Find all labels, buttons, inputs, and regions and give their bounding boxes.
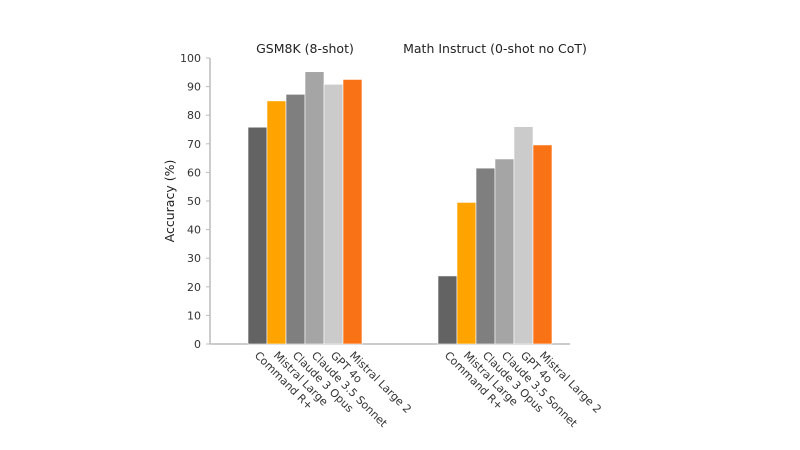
y-tick-label: 40 bbox=[187, 224, 201, 237]
bar bbox=[475, 167, 496, 345]
bar bbox=[247, 126, 268, 345]
group-title-math-instruct: Math Instruct (0-shot no CoT) bbox=[403, 41, 587, 56]
bar bbox=[323, 84, 344, 345]
bar bbox=[532, 144, 553, 345]
bar bbox=[513, 126, 534, 345]
bar bbox=[266, 100, 287, 345]
y-tick-label: 80 bbox=[187, 109, 201, 122]
y-tick-label: 0 bbox=[194, 338, 201, 351]
y-tick-label: 30 bbox=[187, 252, 201, 265]
bar bbox=[494, 158, 515, 345]
y-tick-label: 100 bbox=[180, 52, 201, 65]
bar bbox=[285, 94, 306, 345]
group-title-gsm8k: GSM8K (8-shot) bbox=[256, 41, 354, 56]
bar bbox=[304, 71, 325, 345]
y-tick-label: 60 bbox=[187, 166, 201, 179]
bar bbox=[437, 275, 458, 345]
y-tick-label: 10 bbox=[187, 309, 201, 322]
y-tick-label: 50 bbox=[187, 195, 201, 208]
bar bbox=[342, 79, 363, 345]
bar bbox=[456, 202, 477, 345]
y-tick-label: 20 bbox=[187, 281, 201, 294]
y-tick-label: 90 bbox=[187, 81, 201, 94]
y-axis-label: Accuracy (%) bbox=[162, 160, 177, 243]
y-tick-label: 70 bbox=[187, 138, 201, 151]
